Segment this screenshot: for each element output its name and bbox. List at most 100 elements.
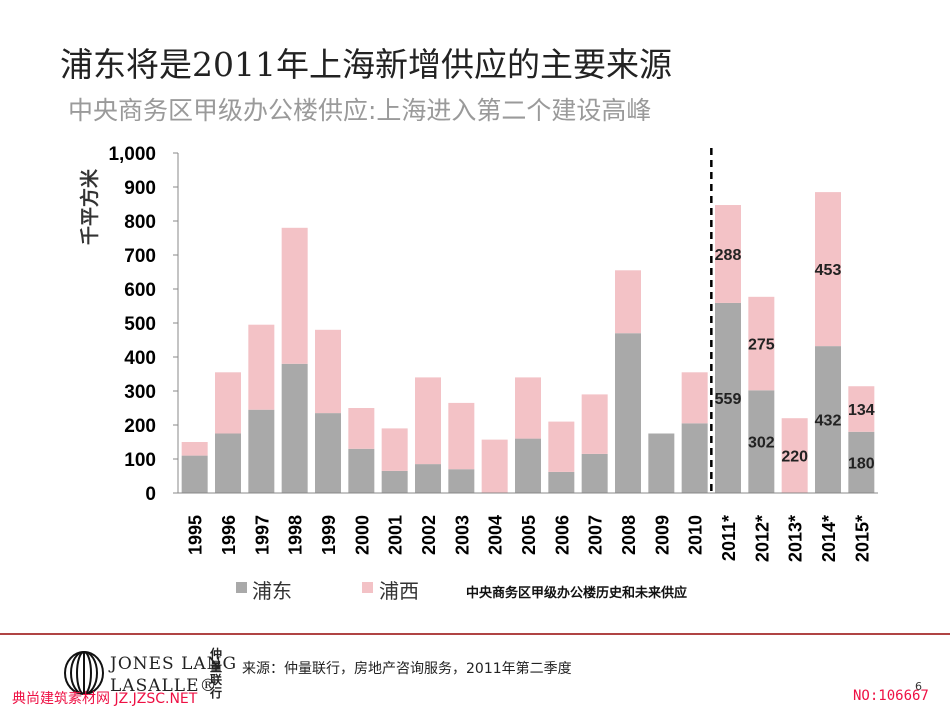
y-tick-label: 1,000	[108, 144, 156, 165]
bar-pudong-2011*	[715, 302, 741, 493]
bar-puxi-1999	[315, 329, 341, 414]
bar-puxi-1997	[248, 324, 275, 410]
logo-text-line1: JONES LANG	[110, 654, 238, 674]
logo-text-line2: LASALLE®	[110, 676, 218, 696]
y-tick-label: 100	[124, 450, 156, 471]
x-tick-label: 2007	[586, 515, 606, 555]
x-tick-label: 2002	[419, 515, 439, 555]
x-tick-label: 1995	[186, 515, 206, 555]
bar-puxi-2015*	[848, 386, 875, 432]
logo-chinese: 仲量联行	[210, 647, 223, 700]
bar-pudong-1999	[315, 413, 341, 493]
bar-puxi-2004	[481, 439, 508, 493]
x-tick-label: 2005	[519, 515, 539, 555]
bar-puxi-1998	[281, 227, 308, 364]
y-tick-label: 200	[124, 416, 156, 437]
x-tick-label: 2014*	[819, 515, 839, 562]
y-axis: 0 100 200 300 400 500 600 700 800 900 1,000	[108, 144, 179, 505]
stacked-bar-chart: 0 100 200 300 400 500 600 700 800 900 1,000 559 288…	[78, 144, 878, 562]
data-label: 302	[748, 435, 775, 452]
bar-puxi-2014*	[815, 192, 841, 347]
y-tick-label: 300	[124, 382, 156, 403]
y-tick-label: 700	[124, 246, 156, 267]
x-tick-label: 2015*	[852, 515, 872, 562]
bar-puxi-2010	[681, 372, 708, 424]
bar-pudong-2012*	[748, 390, 775, 493]
chart-note: 中央商务区甲级办公楼历史和未来供应	[466, 586, 688, 601]
bar-pudong-2002	[415, 464, 441, 493]
watermark-right: NO:106667	[853, 688, 929, 704]
x-tick-label: 1997	[252, 515, 272, 555]
bar-puxi-2013*	[781, 418, 808, 493]
x-tick-label: 2004	[486, 515, 506, 555]
data-label: 453	[815, 262, 842, 279]
bar-puxi-2002	[415, 377, 441, 465]
footer-divider	[0, 633, 950, 635]
source-note: 来源：仲量联行，房地产咨询服务，2011年第二季度	[242, 661, 572, 677]
y-axis-title: 千平方米	[78, 168, 101, 245]
bar-puxi-2003	[448, 402, 475, 470]
x-tick-label: 2010	[686, 515, 706, 555]
data-labels: 559 288 302 275 220 432 453 180 134	[715, 247, 875, 472]
data-label: 275	[748, 337, 775, 354]
x-tick-label: 2011*	[719, 515, 739, 561]
bar-pudong-1997	[248, 409, 275, 493]
watermark-left: 典尚建筑素材网 JZ.JZSC.NET	[12, 691, 198, 707]
data-label: 432	[815, 413, 842, 430]
x-tick-label: 2001	[386, 515, 406, 555]
x-tick-label: 2006	[552, 515, 572, 555]
bar-pudong-2000	[348, 448, 375, 493]
x-tick-label: 2013*	[786, 515, 806, 562]
bar-pudong-1995	[181, 455, 208, 493]
data-label: 134	[848, 402, 875, 419]
page-number: 6	[915, 680, 922, 693]
bar-puxi-2008	[615, 270, 641, 334]
x-tick-label: 2003	[452, 515, 472, 555]
page-title: 浦东将是2011年上海新增供应的主要来源	[60, 45, 672, 84]
y-tick-label: 800	[124, 212, 156, 233]
bar-puxi-2011*	[715, 205, 741, 303]
bar-pudong-2007	[581, 453, 608, 493]
x-axis: 1995 1996 1997 1998 1999 2000 2001 2002 2003 2004…	[178, 148, 878, 562]
data-label: 288	[715, 247, 742, 264]
bar-pudong-2010	[681, 423, 708, 493]
y-tick-label: 900	[124, 178, 156, 199]
bar-puxi-1996	[215, 372, 241, 434]
data-label: 180	[848, 455, 875, 472]
page-subtitle: 中央商务区甲级办公楼供应:上海进入第二个建设高峰	[68, 96, 652, 125]
bar-pudong-2014*	[815, 346, 841, 493]
bar-puxi-2001	[381, 428, 408, 471]
y-tick-label: 400	[124, 348, 156, 369]
x-tick-label: 2008	[619, 515, 639, 555]
bar-pudong-2005	[515, 438, 541, 493]
x-tick-label: 1996	[219, 515, 239, 555]
x-tick-label: 2000	[352, 515, 372, 555]
jll-logo-icon	[64, 651, 104, 695]
bar-pudong-1998	[281, 363, 308, 493]
bar-pudong-2001	[381, 470, 408, 493]
legend-swatch-puxi	[362, 582, 373, 593]
bar-puxi-2007	[581, 394, 608, 454]
legend-label-puxi: 浦西	[379, 579, 419, 603]
y-tick-label: 0	[145, 484, 156, 505]
legend-label-pudong: 浦东	[252, 579, 292, 603]
bar-puxi-2012*	[748, 296, 775, 391]
data-label: 559	[715, 391, 742, 408]
y-tick-label: 500	[124, 314, 156, 335]
x-tick-label: 1998	[286, 515, 306, 555]
x-tick-label: 2009	[652, 515, 672, 555]
x-tick-label: 2012*	[752, 515, 772, 562]
bar-puxi-2006	[548, 421, 575, 472]
bar-pudong-2003	[448, 469, 475, 493]
bar-puxi-1995	[181, 442, 208, 456]
bar-pudong-1996	[215, 433, 241, 493]
y-tick-label: 600	[124, 280, 156, 301]
bar-puxi-2005	[515, 377, 541, 439]
bar-pudong-2008	[615, 333, 641, 493]
bar-pudong-2006	[548, 471, 575, 493]
x-tick-label: 1999	[319, 515, 339, 555]
legend-swatch-pudong	[236, 582, 247, 593]
bar-pudong-2009	[648, 433, 675, 493]
bar-puxi-2000	[348, 408, 375, 449]
bar-pudong-2015*	[848, 431, 875, 493]
